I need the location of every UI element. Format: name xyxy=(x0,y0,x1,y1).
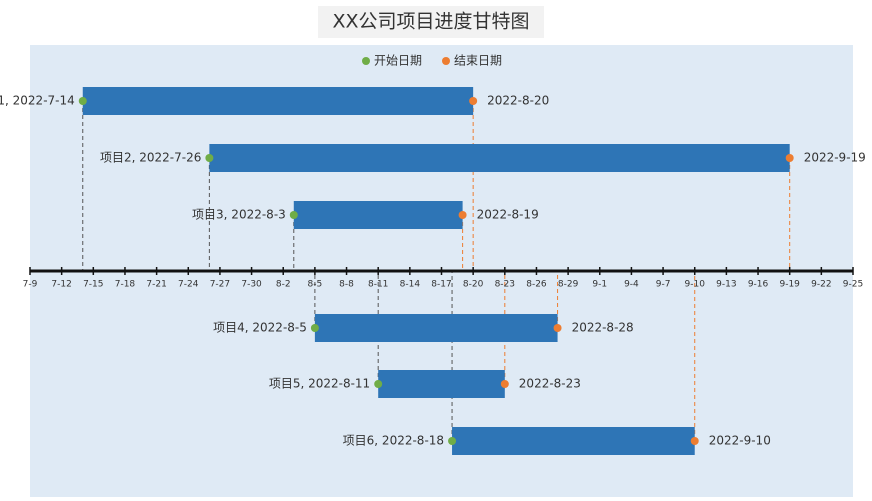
x-tick-label: 7-27 xyxy=(210,280,230,290)
start-marker xyxy=(310,324,319,332)
x-tick-label: 7-18 xyxy=(115,280,136,290)
bar xyxy=(314,314,558,342)
x-tick-label: 9-1 xyxy=(592,280,607,290)
legend-label: 结束日期 xyxy=(454,54,502,68)
legend-label: 开始日期 xyxy=(374,54,422,68)
start-label: 项目6, 2022-8-18 xyxy=(343,434,444,448)
x-tick-label: 9-10 xyxy=(685,280,706,290)
start-marker xyxy=(78,97,87,105)
end-label: 2022-9-10 xyxy=(709,434,771,448)
x-tick-label: 9-7 xyxy=(656,280,671,290)
start-marker xyxy=(205,154,214,162)
x-tick-label: 9-25 xyxy=(843,280,863,290)
x-tick-label: 8-2 xyxy=(276,280,291,290)
x-tick-label: 9-19 xyxy=(779,280,800,290)
x-tick-label: 9-13 xyxy=(716,280,736,290)
x-tick-label: 8-8 xyxy=(339,280,354,290)
x-tick-label: 8-14 xyxy=(400,280,421,290)
x-tick-label: 9-16 xyxy=(748,280,769,290)
end-label: 2022-9-19 xyxy=(804,151,866,165)
end-marker xyxy=(785,154,794,162)
x-tick-label: 7-12 xyxy=(51,280,71,290)
start-marker xyxy=(289,211,298,219)
end-marker xyxy=(553,324,562,332)
bar xyxy=(293,201,463,229)
start-label: 项目4, 2022-8-5 xyxy=(213,321,307,335)
x-tick-label: 8-5 xyxy=(308,280,323,290)
legend-marker xyxy=(442,57,450,65)
bar xyxy=(378,370,505,398)
bar xyxy=(209,144,790,172)
x-tick-label: 8-17 xyxy=(431,280,451,290)
x-tick-label: 8-11 xyxy=(368,280,388,290)
x-tick-label: 7-15 xyxy=(83,280,103,290)
end-marker xyxy=(690,437,699,445)
chart-title: XX公司项目进度甘特图 xyxy=(332,11,529,33)
start-label: 项目5, 2022-8-11 xyxy=(269,377,370,391)
x-tick-label: 7-9 xyxy=(23,280,38,290)
legend-marker xyxy=(362,57,370,65)
x-tick-label: 9-4 xyxy=(624,280,639,290)
x-tick-label: 8-29 xyxy=(558,280,579,290)
x-tick-label: 7-21 xyxy=(146,280,166,290)
start-label: 项目2, 2022-7-26 xyxy=(100,151,201,165)
end-label: 2022-8-28 xyxy=(572,321,634,335)
x-tick-label: 8-20 xyxy=(463,280,484,290)
x-tick-label: 8-26 xyxy=(526,280,547,290)
x-tick-label: 7-30 xyxy=(241,280,262,290)
end-marker xyxy=(458,211,467,219)
end-label: 2022-8-20 xyxy=(487,94,549,108)
x-tick-label: 9-22 xyxy=(811,280,831,290)
start-marker xyxy=(374,380,383,388)
start-label: 项目3, 2022-8-3 xyxy=(192,208,286,222)
bar xyxy=(82,87,474,115)
start-marker xyxy=(448,437,457,445)
start-label: 项目1, 2022-7-14 xyxy=(0,94,75,108)
end-marker xyxy=(500,380,509,388)
end-label: 2022-8-19 xyxy=(477,208,539,222)
x-tick-label: 7-24 xyxy=(178,280,199,290)
end-marker xyxy=(469,97,478,105)
title-box xyxy=(318,6,544,38)
bar xyxy=(452,427,695,455)
end-label: 2022-8-23 xyxy=(519,377,581,391)
x-tick-label: 8-23 xyxy=(495,280,515,290)
